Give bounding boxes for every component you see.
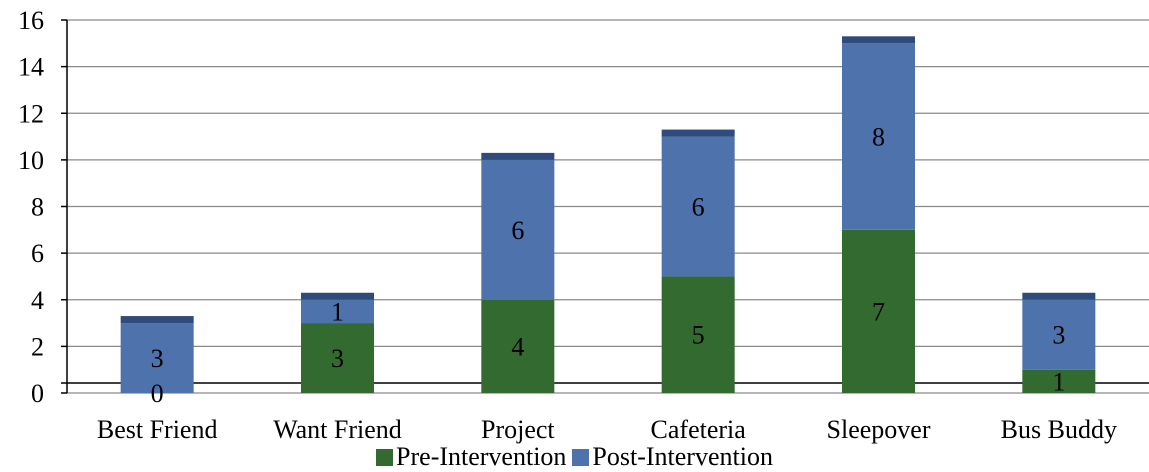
bar-top-cap: [301, 292, 374, 300]
y-tick-label: 4: [31, 286, 44, 315]
bar-post-intervention: [842, 43, 915, 230]
data-labels: 0 3 3 1 4 6 5 6 7 8 1 3: [151, 123, 1066, 408]
gridlines: [61, 19, 1149, 394]
x-tick-label: Sleepover: [827, 415, 931, 444]
legend-label-pre: Pre-Intervention: [396, 442, 567, 471]
bar-pre-intervention: [1022, 369, 1096, 393]
bar-pre-intervention: [481, 299, 555, 393]
legend-swatch-pre: [376, 448, 394, 466]
y-axis-ticks: 0 2 4 6 8 10 12 14 16: [18, 6, 44, 408]
data-label: 1: [1052, 367, 1065, 396]
data-label: 3: [151, 344, 164, 373]
data-label: 3: [1052, 321, 1065, 350]
x-tick-label: Bus Buddy: [1001, 415, 1117, 444]
bar-pre-intervention: [301, 323, 374, 393]
bar-top-cap: [481, 152, 555, 160]
data-label: 5: [692, 321, 705, 350]
y-tick-label: 14: [18, 53, 44, 82]
bar-post-intervention: [661, 136, 735, 277]
bar-pre-intervention: [661, 276, 735, 393]
y-tick-label: 6: [31, 239, 44, 268]
bars: [120, 36, 1096, 393]
legend-item-post: Post-Intervention: [572, 444, 773, 470]
bar-top-cap: [120, 316, 194, 324]
x-tick-label: Project: [481, 415, 555, 444]
y-tick-label: 0: [31, 379, 44, 408]
bar-top-cap: [1022, 292, 1096, 300]
data-label: 1: [331, 297, 344, 326]
x-axis-ticks: Best Friend Want Friend Project Cafeteria Sl…: [97, 415, 1117, 444]
bar-post-intervention: [481, 159, 555, 300]
y-tick-label: 16: [18, 6, 44, 35]
bar-post-intervention: [301, 299, 374, 324]
y-tick-label: 2: [31, 332, 44, 361]
data-label: 0: [151, 379, 164, 408]
legend-swatch-post: [572, 448, 590, 466]
x-tick-label: Cafeteria: [651, 415, 747, 444]
y-tick-label: 12: [18, 99, 44, 128]
bar-post-intervention: [120, 323, 194, 393]
data-label: 6: [511, 216, 524, 245]
bar-top-cap: [661, 129, 735, 137]
data-label: 7: [872, 297, 885, 326]
bar-post-intervention: [1022, 299, 1096, 370]
data-label: 8: [872, 123, 885, 152]
legend: Pre-Intervention Post-Intervention: [0, 443, 1149, 471]
bar-top-cap: [842, 36, 915, 44]
data-label: 6: [692, 193, 705, 222]
y-tick-label: 8: [31, 193, 44, 222]
legend-label-post: Post-Intervention: [592, 442, 773, 471]
data-label: 3: [331, 344, 344, 373]
legend-item-pre: Pre-Intervention: [376, 444, 566, 470]
y-tick-label: 10: [18, 146, 44, 175]
x-tick-label: Best Friend: [97, 415, 218, 444]
data-label: 4: [511, 332, 524, 361]
bar-pre-intervention: [842, 229, 915, 393]
x-tick-label: Want Friend: [273, 415, 402, 444]
